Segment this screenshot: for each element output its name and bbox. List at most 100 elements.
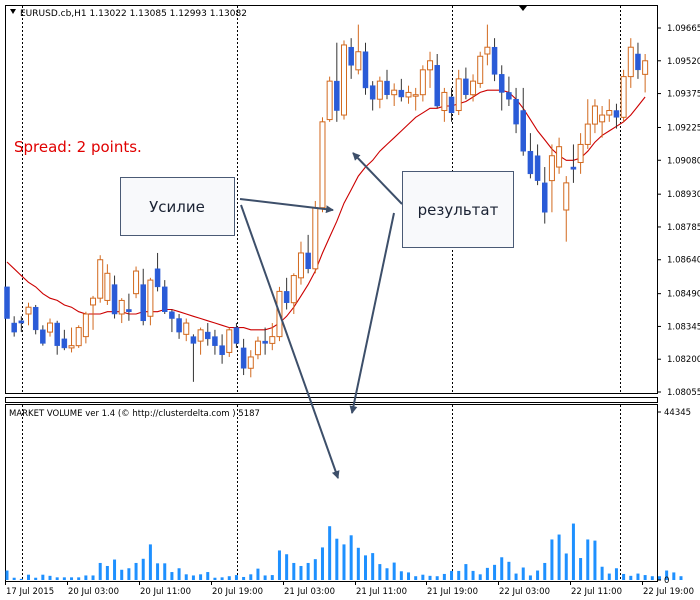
candle-body-bear: [398, 89, 405, 98]
effort-callout: Усилие: [120, 177, 235, 236]
volume-bar: [177, 568, 181, 580]
volume-bar: [148, 544, 152, 580]
candle: [441, 87, 448, 122]
indicator-header: MARKET VOLUME ver 1.4 (© http://clusterd…: [9, 409, 260, 419]
candle: [240, 338, 247, 376]
candle-body-bull: [355, 51, 362, 71]
symbol-dropdown-icon[interactable]: [10, 9, 16, 14]
volume-bar: [414, 576, 418, 580]
y-axis-ticks: 1.09665 1.09520 1.09375 1.09225 1.09080 1.089…: [657, 24, 700, 586]
volume-bar: [464, 564, 468, 580]
candle-body-bull: [563, 182, 570, 211]
candle: [205, 323, 211, 346]
volume-bar: [636, 573, 640, 580]
candle-body-bull: [455, 78, 462, 112]
volume-bar: [105, 565, 109, 580]
candle-body-bull: [254, 340, 261, 356]
volume-bar: [249, 574, 253, 580]
result-callout-text: результат: [418, 201, 499, 219]
volume-bar: [471, 570, 475, 580]
price-tick-label: 1.08055: [667, 388, 700, 398]
volume-bar: [579, 558, 583, 580]
volume-bar: [91, 575, 95, 580]
volume-bar: [77, 577, 81, 580]
candle: [68, 327, 75, 353]
volume-bar: [593, 540, 597, 580]
volume-bar: [19, 578, 23, 580]
candle: [312, 200, 319, 274]
time-tick-label: 22 Jul 11:00: [571, 587, 622, 597]
candle-body-bear: [534, 155, 541, 181]
volume-bar: [206, 572, 210, 580]
time-tick-label: 21 Jul 19:00: [427, 587, 478, 597]
volume-bar: [242, 576, 246, 580]
candle-body-bear: [190, 336, 197, 344]
candle: [591, 99, 598, 134]
volume-bar: [457, 570, 461, 580]
candles: [4, 24, 649, 382]
candle-body-bull: [584, 123, 591, 145]
price-tick-label: 1.08490: [667, 290, 700, 300]
candle: [147, 277, 154, 326]
candle: [169, 309, 175, 333]
candle: [319, 117, 326, 213]
candle: [334, 42, 340, 122]
candle-body-bear: [283, 291, 290, 303]
volume-tick-label: 0: [664, 576, 669, 586]
candle-body-bull: [340, 44, 347, 116]
volume-bar: [614, 568, 618, 580]
candle-body-bull: [226, 329, 233, 353]
candle-body-bear: [362, 51, 369, 89]
volume-bar: [220, 577, 224, 580]
candle-body-bear: [40, 329, 46, 344]
time-tick-label: 22 Jul 19:00: [643, 587, 694, 597]
candle-body-bear: [513, 98, 519, 125]
candle-body-bear: [32, 306, 39, 331]
panel-separator: [5, 397, 658, 403]
price-tick-label: 1.08345: [667, 322, 700, 332]
candle: [398, 78, 405, 102]
candle: [548, 144, 555, 213]
candle: [219, 334, 225, 364]
candle: [620, 69, 627, 122]
candle-body-bull: [104, 272, 111, 301]
volume-bar: [170, 572, 174, 580]
volume-bar: [622, 573, 626, 580]
candle-body-bear: [61, 338, 68, 349]
candle-body-bear: [11, 322, 17, 333]
candle-body-bear: [491, 46, 498, 75]
volume-bar: [234, 575, 238, 580]
candle: [369, 81, 376, 111]
effort-to-volume-arrow: [240, 204, 340, 479]
candle-body-bull: [90, 297, 97, 306]
volume-bar: [493, 564, 497, 580]
price-tick-label: 1.09520: [667, 57, 700, 67]
candle-body-bear: [240, 347, 247, 369]
candle-body-bear: [233, 327, 240, 344]
volume-bar: [141, 558, 145, 580]
volume-bar: [550, 539, 554, 580]
candle: [47, 318, 54, 337]
price-tick-label: 1.08200: [667, 355, 700, 365]
volume-bar: [113, 559, 117, 580]
volume-bar: [665, 570, 669, 580]
candle-body-bear: [126, 309, 132, 312]
candle-body-bear: [54, 322, 60, 346]
candle-body-bear: [154, 268, 161, 288]
volume-bar: [564, 553, 568, 580]
candle: [269, 323, 276, 351]
candle-body-bull: [376, 80, 383, 100]
candle-body-bear: [520, 110, 526, 152]
price-tick-label: 1.08785: [667, 223, 700, 233]
candle: [97, 255, 104, 303]
candle: [577, 133, 584, 174]
candle: [491, 38, 498, 82]
candle: [463, 67, 469, 100]
candle-body-bull: [591, 105, 598, 125]
volume-bar: [277, 550, 281, 580]
candle: [4, 286, 10, 319]
candle-body-bear: [506, 92, 512, 100]
candle: [355, 24, 362, 75]
volume-bar: [191, 575, 195, 580]
candle-body-bear: [176, 318, 182, 333]
